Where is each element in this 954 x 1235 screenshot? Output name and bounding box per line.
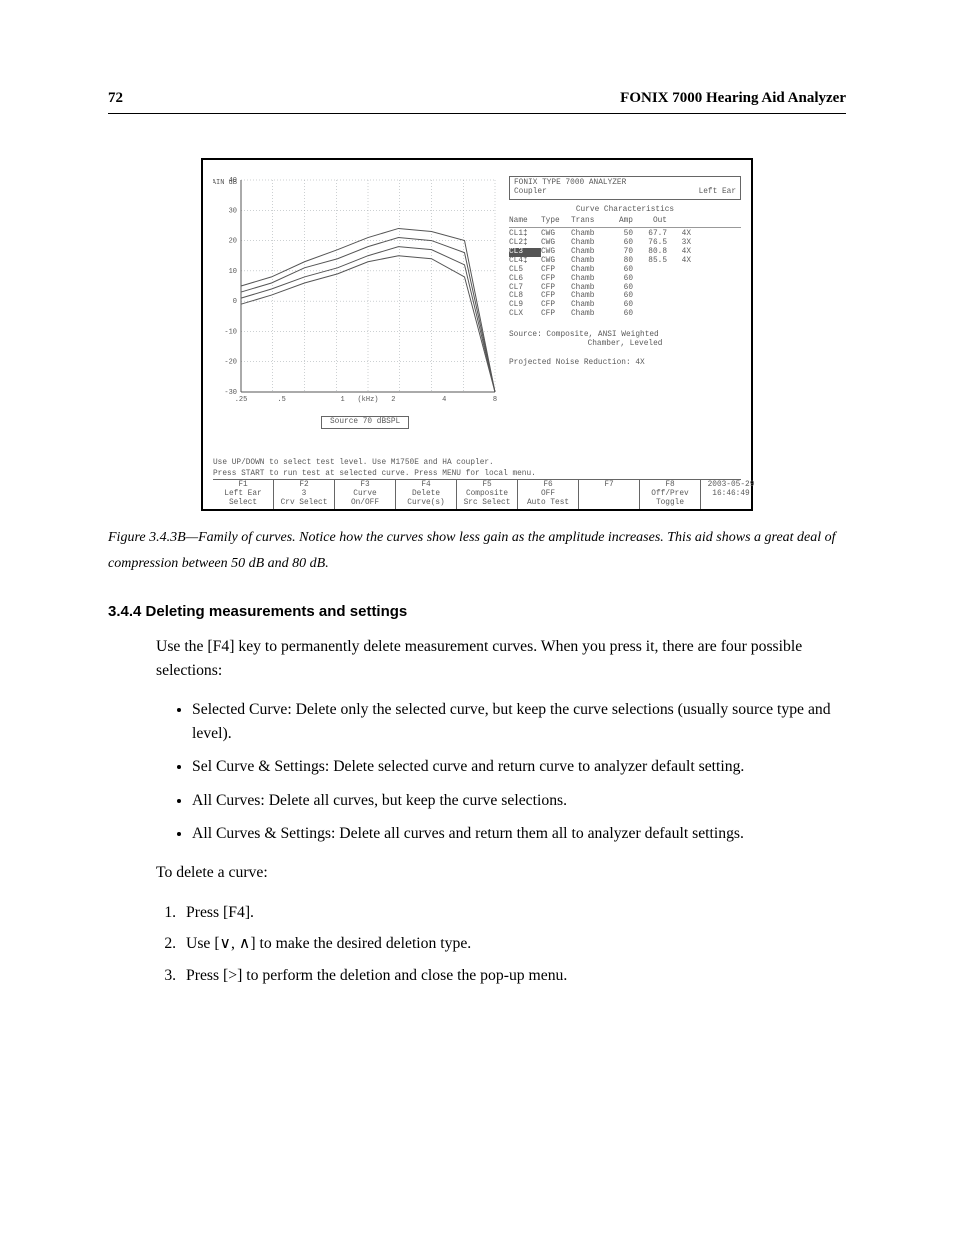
page-number: 72 <box>108 90 123 107</box>
source-composite: Source: Composite, ANSI Weighted <box>509 331 741 340</box>
step-list: Press [F4]. Use [∨, ∧] to make the desire… <box>156 901 846 988</box>
bullet-item: All Curves: Delete all curves, but keep … <box>192 789 846 813</box>
char-row: CL4‡CWGChamb8085.54X <box>509 257 741 266</box>
fkey: F23Crv Select <box>274 480 335 509</box>
char-row: CLXCFPChamb60 <box>509 310 741 319</box>
device-name: FONIX TYPE 7000 ANALYZER <box>514 179 736 188</box>
fkey: F7 <box>579 480 640 509</box>
svg-text:4: 4 <box>442 396 446 404</box>
svg-text:-10: -10 <box>224 328 237 336</box>
char-row: CL1‡CWGChamb5067.74X <box>509 230 741 239</box>
step-item: Press [F4]. <box>180 901 846 925</box>
svg-text:10: 10 <box>229 268 237 276</box>
char-columns: Name Type Trans Amp Out <box>509 217 741 228</box>
fkey: F8Off/PrevToggle <box>640 480 701 509</box>
figure-block: GAIN dB-30-20-10010203040.25.51248(kHz) … <box>108 158 846 577</box>
svg-text:.5: .5 <box>277 396 285 404</box>
chamber-leveled: Chamber, Leveled <box>509 340 741 349</box>
char-row: CL6CFPChamb60 <box>509 275 741 284</box>
fkey: F1Left EarSelect <box>213 480 274 509</box>
projected-nr: Projected Noise Reduction: 4X <box>509 359 741 368</box>
gain-chart: GAIN dB-30-20-10010203040.25.51248(kHz) … <box>213 174 501 429</box>
bullet-item: All Curves & Settings: Delete all curves… <box>192 822 846 846</box>
step-item: Use [∨, ∧] to make the desired deletion … <box>180 932 846 956</box>
coupler-label: Coupler <box>514 188 547 197</box>
fkey: F4DeleteCurve(s) <box>396 480 457 509</box>
char-row: CL5CFPChamb60 <box>509 266 741 275</box>
section-body: Use the [F4] key to permanently delete m… <box>156 635 846 987</box>
doc-title: FONIX 7000 Hearing Aid Analyzer <box>620 90 846 107</box>
char-row: CL2‡CWGChamb6076.53X <box>509 239 741 248</box>
char-title: Curve Characteristics <box>509 206 741 215</box>
svg-text:-20: -20 <box>224 359 237 367</box>
figure-caption: Figure 3.4.3B—Family of curves. Notice h… <box>108 525 846 577</box>
step-item: Press [>] to perform the deletion and cl… <box>180 964 846 988</box>
svg-text:(kHz): (kHz) <box>357 396 378 404</box>
chart-svg: GAIN dB-30-20-10010203040.25.51248(kHz) <box>213 174 501 406</box>
instruction-2: Press START to run test at selected curv… <box>213 470 741 479</box>
bullet-item: Sel Curve & Settings: Delete selected cu… <box>192 755 846 779</box>
svg-text:1: 1 <box>340 396 344 404</box>
char-row: CL9CFPChamb60 <box>509 301 741 310</box>
svg-text:8: 8 <box>493 396 497 404</box>
instruction-1: Use UP/DOWN to select test level. Use M1… <box>213 459 741 468</box>
char-row: CL3CWGChamb7080.84X <box>509 248 741 257</box>
fkey: F3CurveOn/OFF <box>335 480 396 509</box>
section-heading: 3.4.4 Deleting measurements and settings <box>108 603 846 620</box>
bullet-list: Selected Curve: Delete only the selected… <box>156 698 846 846</box>
to-delete: To delete a curve: <box>156 861 846 885</box>
svg-text:20: 20 <box>229 238 237 246</box>
info-panel: FONIX TYPE 7000 ANALYZER Coupler Left Ea… <box>509 174 741 429</box>
source-box: Source 70 dBSPL <box>321 416 409 429</box>
svg-text:30: 30 <box>229 207 237 215</box>
svg-text:2: 2 <box>391 396 395 404</box>
char-row: CL8CFPChamb60 <box>509 292 741 301</box>
svg-text:0: 0 <box>233 298 237 306</box>
intro-para: Use the [F4] key to permanently delete m… <box>156 635 846 682</box>
figure-frame: GAIN dB-30-20-10010203040.25.51248(kHz) … <box>201 158 753 511</box>
fkey: F6OFFAuto Test <box>518 480 579 509</box>
ear-label: Left Ear <box>699 188 736 197</box>
char-rows: CL1‡CWGChamb5067.74XCL2‡CWGChamb6076.53X… <box>509 230 741 320</box>
svg-text:40: 40 <box>229 177 237 185</box>
fkey: F5CompositeSrc Select <box>457 480 518 509</box>
char-row: CL7CFPChamb60 <box>509 284 741 293</box>
fkey: 2003-05-2916:46:49 <box>701 480 761 509</box>
page-header: 72 FONIX 7000 Hearing Aid Analyzer <box>108 90 846 114</box>
svg-text:.25: .25 <box>235 396 248 404</box>
bullet-item: Selected Curve: Delete only the selected… <box>192 698 846 745</box>
fkey-row: F1Left EarSelectF23Crv SelectF3CurveOn/O… <box>213 479 741 509</box>
